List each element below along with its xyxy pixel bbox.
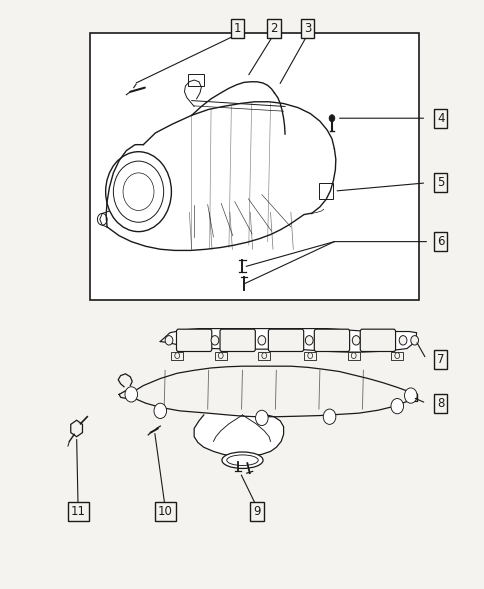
Bar (347, 352, 359, 360)
Bar (171, 352, 182, 360)
FancyBboxPatch shape (314, 329, 349, 352)
Circle shape (410, 336, 418, 345)
Circle shape (328, 115, 334, 122)
Circle shape (211, 336, 218, 345)
Circle shape (305, 336, 313, 345)
Circle shape (390, 399, 403, 414)
Ellipse shape (222, 452, 262, 468)
Text: 4: 4 (436, 112, 444, 125)
Text: 6: 6 (436, 235, 444, 248)
Circle shape (323, 409, 335, 424)
Circle shape (394, 353, 399, 359)
Text: 8: 8 (436, 397, 443, 410)
Text: 11: 11 (71, 505, 85, 518)
Circle shape (257, 336, 265, 345)
Text: 9: 9 (253, 505, 260, 518)
FancyBboxPatch shape (176, 329, 212, 352)
FancyBboxPatch shape (268, 329, 303, 352)
FancyBboxPatch shape (220, 329, 255, 352)
Text: 10: 10 (157, 505, 172, 518)
Circle shape (125, 387, 137, 402)
Bar (258, 352, 270, 360)
Polygon shape (194, 415, 283, 458)
Circle shape (350, 353, 355, 359)
Circle shape (351, 336, 359, 345)
Text: 7: 7 (436, 353, 444, 366)
Circle shape (404, 388, 416, 403)
Text: 1: 1 (233, 22, 241, 35)
Polygon shape (160, 329, 416, 352)
Circle shape (307, 353, 312, 359)
Circle shape (154, 403, 166, 419)
Circle shape (174, 353, 179, 359)
Bar (90, 33, 418, 300)
Bar (188, 74, 203, 86)
Text: 2: 2 (270, 22, 277, 35)
Circle shape (398, 336, 406, 345)
Circle shape (261, 353, 266, 359)
Circle shape (218, 353, 223, 359)
Bar (304, 352, 316, 360)
Text: 5: 5 (436, 176, 443, 189)
Circle shape (255, 411, 268, 425)
Circle shape (165, 336, 172, 345)
FancyBboxPatch shape (360, 329, 395, 352)
Text: 3: 3 (303, 22, 311, 35)
Bar (391, 352, 402, 360)
Bar (214, 352, 226, 360)
